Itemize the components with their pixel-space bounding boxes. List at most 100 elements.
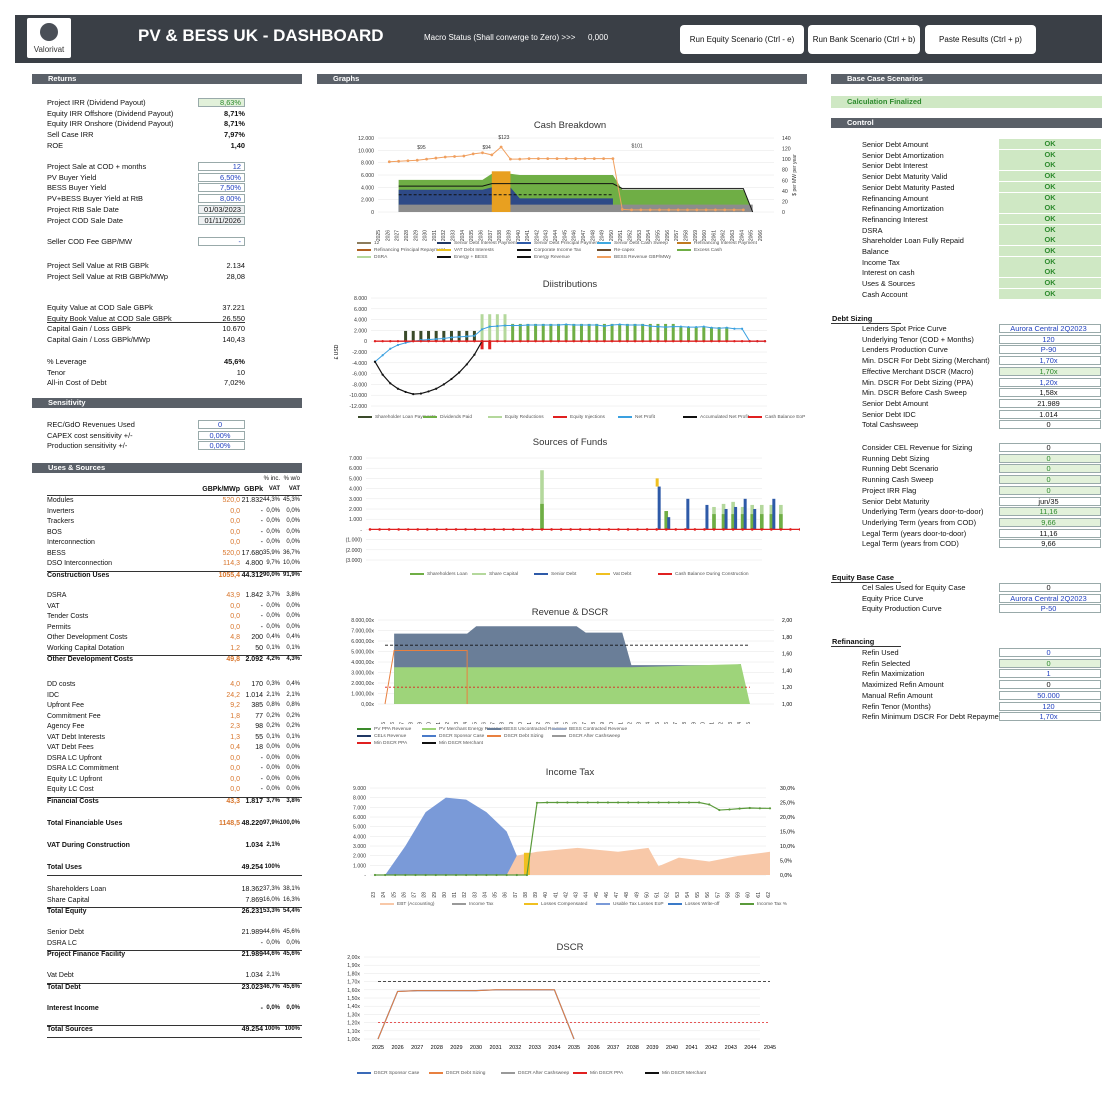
uses-row: DD costs 4,0 170 0,3% 0,4%: [47, 681, 302, 692]
income-tax-legend-item: Losses Compensated: [524, 902, 587, 907]
returns-row-value: 7,02%: [224, 378, 245, 388]
cash-breakdown-x-tick: 2029: [413, 230, 419, 241]
uses-row: Working Capital Dotation 1,2 50 0,1% 0,1%: [47, 645, 302, 656]
tax-income-tax-pct-point: [465, 873, 468, 877]
sources-row-pct-vat: 44,6%: [262, 929, 280, 935]
revenue-dscr-legend-swatch: [422, 741, 436, 744]
revenue-y-right-tick: 1,00: [782, 702, 792, 708]
tax-income-tax-pct-point: [566, 801, 569, 804]
sources-of-funds-legend-swatch: [658, 572, 672, 575]
sensitivity-input[interactable]: 0: [198, 420, 245, 429]
distributions-net-profit-point: [488, 325, 491, 328]
dscr-legend-swatch: [357, 1071, 371, 1074]
cash-breakdown-legend-swatch: [437, 255, 451, 258]
refinancing-row-value[interactable]: 1: [999, 669, 1101, 679]
sources-cash-balance-point: [368, 528, 372, 531]
control-status-ok: OK: [999, 192, 1101, 203]
cash-bess-revenue-point: [732, 208, 736, 212]
uses-total-pct-novat: 100,0%: [279, 820, 300, 826]
dscr-x-tick: 2030: [470, 1045, 482, 1051]
distributions-net-profit-point: [404, 341, 407, 344]
uses-header-cell: % inc.: [263, 476, 280, 482]
returns-row-value: 10: [236, 367, 245, 377]
dscr-x-tick: 2041: [685, 1045, 697, 1051]
run-equity-scenario-button[interactable]: Run Equity Scenario (Ctrl - e): [680, 25, 804, 54]
uses-row-label: Construction Uses: [47, 571, 110, 579]
tax-income-tax-pct-point: [444, 873, 447, 877]
distributions-bar: [671, 323, 675, 342]
refinancing-row-value[interactable]: 120: [999, 701, 1101, 711]
sensitivity-input[interactable]: 0,00%: [198, 441, 245, 451]
distributions-bar: [503, 314, 507, 342]
distributions-cash-balance-point: [672, 340, 675, 343]
equity-base-row-value[interactable]: Aurora Central 2Q2023: [999, 593, 1101, 603]
sources-senior-debt-bar: [657, 486, 661, 530]
sources-row-pct-vat: 0,0%: [266, 1005, 280, 1011]
sources-of-funds-legend-label: Share Capital: [489, 572, 519, 577]
dscr-y-tick-label: 1,30x: [347, 1012, 360, 1018]
returns-row-value: 26.550: [222, 313, 245, 323]
uses-header-line: [47, 495, 302, 496]
tax-y-left-tick-label: -: [364, 873, 366, 879]
debt-sizing-row-value[interactable]: 120: [999, 334, 1101, 344]
uses-row-gbpk: 55: [255, 733, 263, 741]
run-bank-scenario-button[interactable]: Run Bank Scenario (Ctrl + b): [808, 25, 920, 54]
returns-row-label: Capital Gain / Loss GBPk/MWp: [47, 335, 151, 345]
cash-breakdown-x-tick: 2027: [395, 230, 401, 241]
debt-sizing-row-value[interactable]: P-90: [999, 345, 1101, 355]
refinancing-row-value: 0: [999, 658, 1101, 668]
distributions-legend-label: Shareholder Loan Payments: [375, 415, 436, 420]
debt-sizing-row-value[interactable]: 1,70x: [999, 356, 1101, 366]
refinancing-row-value[interactable]: 1,70x: [999, 712, 1101, 722]
income-tax-chart: 9.000 8.000 7.000 6.000 5.000 4.000 3.000 2.000…: [353, 786, 795, 898]
refinancing-row-value[interactable]: 50.000: [999, 690, 1101, 700]
sources-of-funds-legend-item: Shareholders Loan: [410, 572, 468, 577]
tax-x-tick: 2046: [604, 892, 610, 898]
debt-sizing-row-value: 9,66: [999, 539, 1101, 549]
cash-breakdown-x-tick: 2044: [553, 230, 559, 241]
tax-x-tick: 2023: [371, 892, 377, 898]
uses-row-gbpk: 200: [251, 634, 263, 641]
sources-of-funds-chart: 7.000 6.000 5.000 4.000 3.000 2.000 1.000 - (1.0…: [346, 456, 800, 564]
sources-cash-balance-point: [798, 528, 800, 531]
sources-cash-balance-point: [435, 528, 439, 531]
revenue-y-left-tick-label: 5.000,00x: [351, 650, 374, 656]
distributions-bar: [610, 323, 614, 342]
sensitivity-input[interactable]: 0,00%: [198, 430, 245, 440]
cash-breakdown-x-tick: 2053: [637, 230, 643, 241]
tax-x-tick: 2033: [472, 892, 478, 898]
cash-bess-revenue-point: [471, 152, 475, 156]
distributions-net-profit-point: [503, 324, 507, 327]
equity-base-row-value[interactable]: P-50: [999, 604, 1101, 614]
distributions-cash-balance-point: [412, 340, 415, 343]
sources-cash-balance-point: [741, 528, 744, 531]
debt-sizing-row-value[interactable]: 1,20x: [999, 377, 1101, 387]
revenue-y-left-tick-label: 4.000,00x: [351, 660, 374, 666]
dscr-debt-sizing-line: [377, 989, 575, 1040]
uses-row-pct-vat: 44,3%: [262, 497, 280, 503]
uses-row-gbpk: -: [260, 775, 263, 783]
returns-row-label: ROE: [47, 140, 64, 150]
returns-row-value: -: [198, 237, 245, 246]
dscr-x-tick: 2044: [744, 1045, 756, 1051]
tax-y-right-tick: 30,0%: [780, 786, 795, 792]
revenue-x-tick: 2043: [545, 722, 551, 724]
debt-sizing-row-value[interactable]: Aurora Central 2Q2023: [999, 324, 1101, 333]
uses-row-per-mwp: 0,0: [230, 507, 240, 515]
uses-row-pct-novat: 0,0%: [286, 623, 300, 630]
paste-results-button[interactable]: Paste Results (Ctrl + p): [925, 25, 1036, 54]
uses-total-label: VAT During Construction: [47, 842, 130, 849]
tax-income-tax-pct-point: [627, 801, 630, 804]
tax-x-tick: 2058: [725, 892, 731, 898]
refinancing-row-value[interactable]: 0: [999, 648, 1101, 657]
tax-income-tax-pct-point: [525, 873, 529, 877]
distributions-bar: [694, 327, 698, 342]
sources-cash-balance-point: [550, 528, 553, 531]
income-tax-legend-label: Income Tax: [469, 902, 494, 907]
control-status-ok: OK: [999, 160, 1101, 171]
cash-bess-revenue-point: [611, 157, 615, 161]
uses-row-pct-vat: 0,0%: [266, 775, 280, 782]
distributions-cash-balance-point: [396, 340, 400, 343]
logo-mark-icon: [40, 23, 58, 41]
cash-breakdown-chart: 12.000 10.000 8.000 6.000 4.000 2.000 0 140 120 1…: [358, 135, 798, 241]
